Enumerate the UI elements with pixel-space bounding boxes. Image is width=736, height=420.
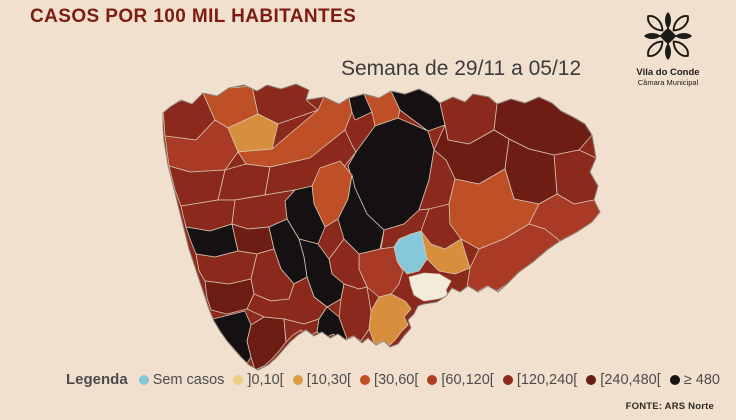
legend-item-label: [30,60[ [374,371,419,388]
municipality-cell [246,316,287,370]
page-title: CASOS POR 100 MIL HABITANTES [30,6,357,27]
municipality-cell [212,310,252,366]
legend-item-label: [240,480[ [600,371,661,388]
legend-color-dot [233,374,244,385]
legend-color-dot [502,374,513,385]
legend-item: ≥ 480 [669,371,720,388]
legend-item-label: [120,240[ [516,371,578,388]
legend-color-dot [427,374,438,385]
legend-item-label: [60,120[ [441,371,494,388]
legend-item: Sem casos [138,371,225,388]
municipality-cell [231,223,275,255]
municipality-cell [217,163,271,201]
legend-item: [10,30[ [292,371,352,388]
legend-item: [60,120[ [427,371,494,388]
municipality-cell [195,250,258,285]
municipalities-group [163,84,600,370]
legend-color-dot [360,374,371,385]
flower-logo-icon [644,12,692,60]
legend-item: [240,480[ [586,371,661,388]
legend-item: [30,60[ [360,372,418,388]
legend-title: Legenda [66,371,128,388]
municipality-cell [204,278,255,315]
source-note: FONTE: ARS Norte [625,401,714,412]
map-outline [162,83,601,371]
legend-color-dot [138,374,149,385]
legend-item-label: [10,30[ [306,371,352,388]
municipality-cell [420,230,471,275]
logo-subname: Câmara Municipal [637,78,699,87]
legend-color-dot [292,374,303,385]
logo-name: Vila do Conde [636,67,700,78]
vila-do-conde-logo: Vila do Conde Câmara Municipal [616,5,720,87]
municipality-cell [418,149,456,211]
legend-item-label: ]0,10[ [247,371,284,388]
legend: Legenda Sem casos ]0,10[ [10,30[ [30,60[ [60… [66,371,720,388]
legend-item: [120,240[ [502,371,578,388]
legend-color-dot [586,374,597,385]
legend-item-label: Sem casos [152,371,225,388]
legend-item-label: ≥ 480 [683,371,720,388]
legend-color-dot [669,374,680,385]
legend-item: ]0,10[ [233,371,284,388]
week-subtitle: Semana de 29/11 a 05/12 [341,57,582,80]
municipality-cell [368,293,412,347]
